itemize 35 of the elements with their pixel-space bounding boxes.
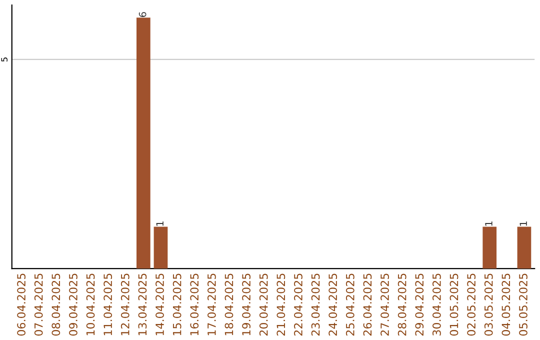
x-tick-label: 13.04.2025 [138, 274, 147, 336]
x-tick-label: 20.04.2025 [259, 274, 268, 336]
x-tick-label: 16.04.2025 [190, 274, 199, 336]
y-tick-label: 5 [1, 58, 8, 62]
x-tick-label: 10.04.2025 [86, 274, 95, 336]
x-tick-label: 23.04.2025 [311, 274, 320, 336]
x-tick-label: 11.04.2025 [104, 274, 112, 336]
x-tick-label: 22.04.2025 [294, 274, 302, 336]
x-tick-label: 21.04.2025 [276, 274, 286, 336]
x-tick-label: 25.04.2025 [346, 274, 354, 336]
x-tick-label: 12.04.2025 [120, 274, 130, 336]
x-tick-label: 19.04.2025 [242, 274, 250, 336]
x-tick-label: 03.05.2025 [484, 274, 493, 336]
x-tick-label: 30.04.2025 [432, 274, 441, 336]
x-tick-label: 18.04.2025 [224, 274, 234, 336]
x-tick-label: 14.04.2025 [156, 274, 164, 336]
x-tick-label: 02.05.2025 [467, 274, 476, 336]
data-label: 1 [485, 221, 492, 226]
x-tick-label: 04.05.2025 [502, 274, 510, 336]
x-tick-label: 01.05.2025 [450, 274, 458, 336]
data-label: 6 [138, 12, 146, 17]
x-tick-label: 27.04.2025 [380, 274, 389, 336]
data-label: 1 [156, 221, 164, 226]
x-tick-label: 05.05.2025 [519, 274, 528, 336]
x-tick-label: 17.04.2025 [207, 274, 216, 336]
x-tick-label: 26.04.2025 [363, 274, 372, 336]
x-tick-label: 29.04.2025 [415, 274, 424, 336]
x-tick-label: 06.04.2025 [17, 274, 26, 336]
data-label: 1 [520, 221, 527, 226]
x-tick-label: 24.04.2025 [328, 274, 338, 336]
x-tick-label: 08.04.2025 [52, 274, 60, 336]
x-tick-label: 09.04.2025 [69, 274, 78, 336]
x-tick-label: 28.04.2025 [398, 274, 406, 336]
x-tick-label: 15.04.2025 [172, 274, 182, 336]
x-tick-label: 07.04.2025 [34, 274, 43, 336]
